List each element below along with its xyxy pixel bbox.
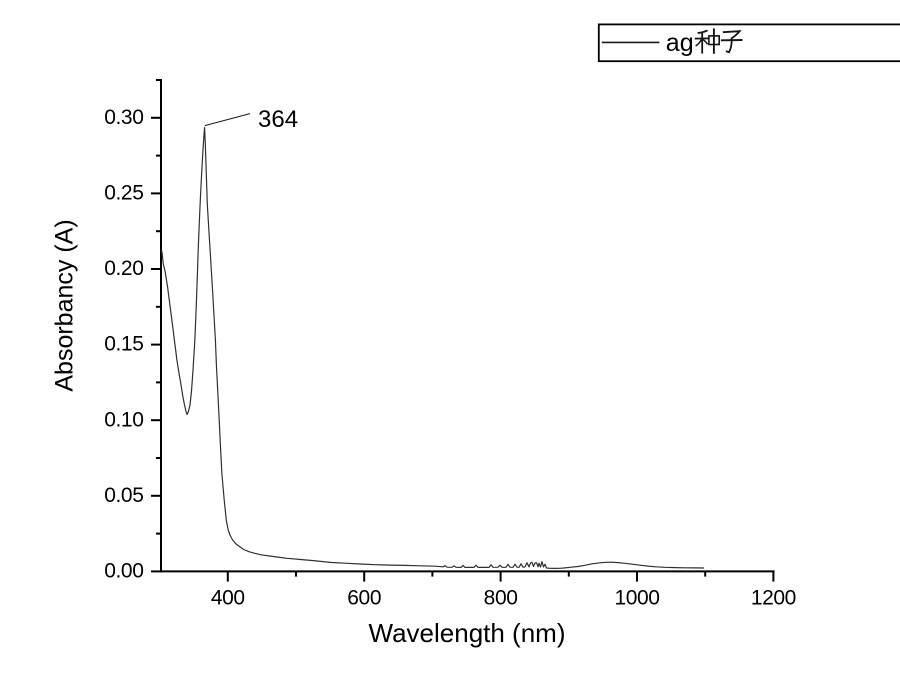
svg-text:0.10: 0.10 (104, 408, 143, 431)
svg-text:0.05: 0.05 (104, 484, 143, 507)
svg-text:Wavelength (nm): Wavelength (nm) (369, 618, 566, 648)
svg-text:600: 600 (347, 586, 381, 609)
svg-text:0.30: 0.30 (104, 106, 143, 129)
svg-text:800: 800 (484, 586, 518, 609)
svg-text:364: 364 (258, 106, 298, 133)
svg-text:0.20: 0.20 (104, 257, 143, 280)
svg-text:0.25: 0.25 (104, 182, 143, 205)
svg-text:400: 400 (211, 586, 245, 609)
svg-text:0.00: 0.00 (104, 560, 143, 583)
svg-text:1000: 1000 (614, 586, 659, 609)
svg-text:1200: 1200 (751, 586, 796, 609)
svg-text:0.15: 0.15 (104, 333, 143, 356)
svg-text:Absorbancy (A): Absorbancy (A) (51, 219, 79, 391)
svg-text:ag: ag (666, 29, 694, 57)
